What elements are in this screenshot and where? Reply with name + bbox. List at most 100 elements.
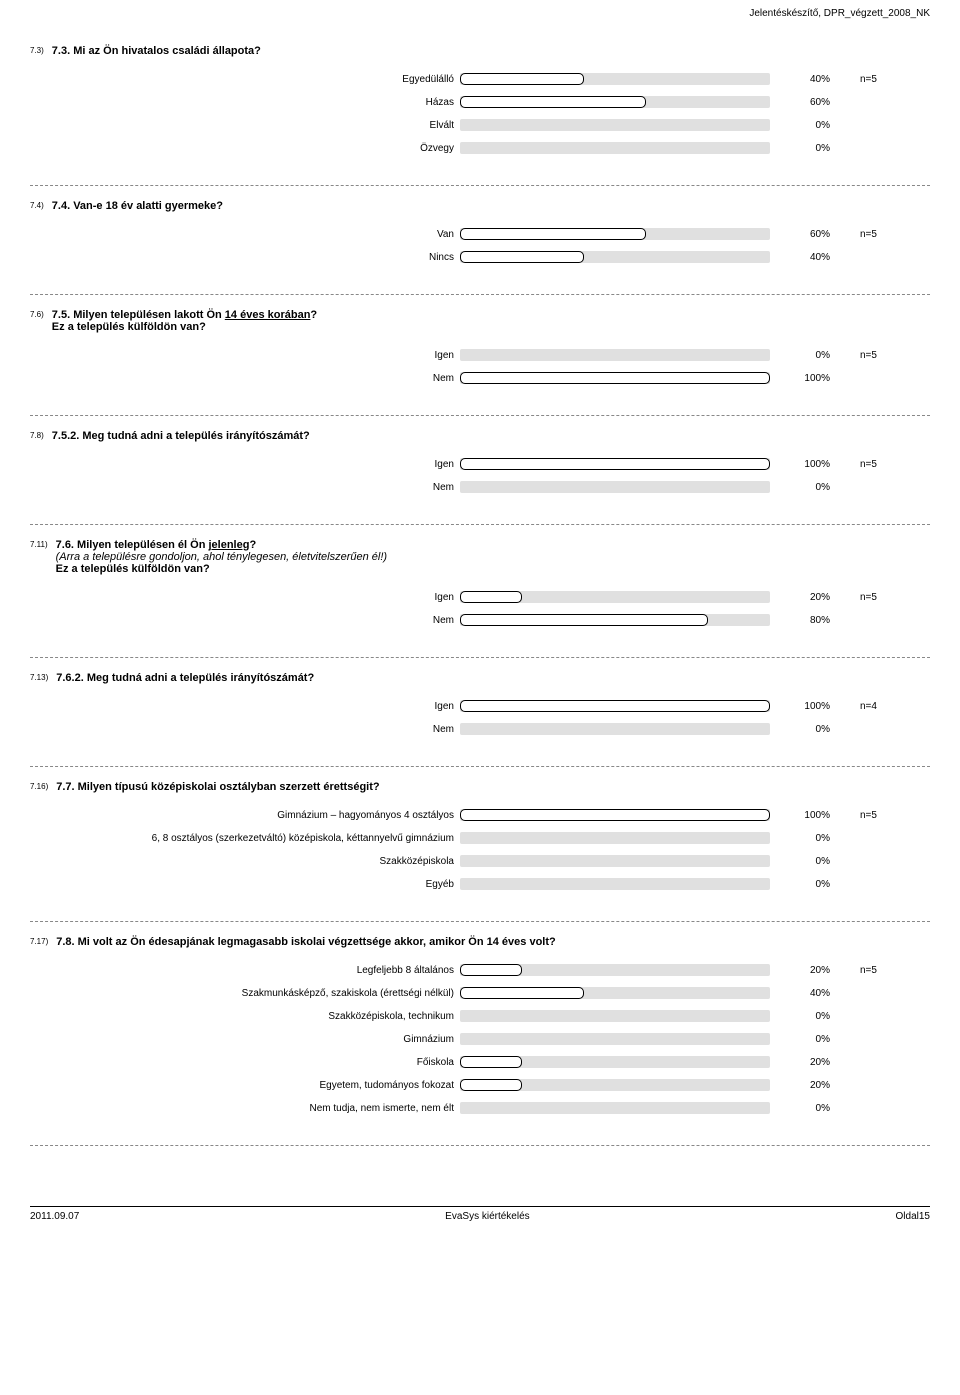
bar-fill [460,1056,522,1068]
bar-track [460,855,770,867]
question-text-wrap: 7.6. Milyen településen él Ön jelenleg?(… [56,539,387,575]
answer-row: Gimnázium – hagyományos 4 osztályos100%n… [30,807,930,823]
answer-percent: 20% [770,1080,830,1091]
answer-n: n=5 [830,459,880,470]
answer-n: n=5 [830,965,880,976]
footer-left: 2011.09.07 [30,1211,79,1222]
answer-row: Nem100% [30,370,930,386]
bar-fill [460,96,646,108]
bar-track [460,878,770,890]
bar-track [460,1010,770,1022]
answer-percent: 0% [770,1011,830,1022]
question-text: Mi volt az Ön édesapjának legmagasabb is… [78,936,556,948]
answer-row: Igen20%n=5 [30,589,930,605]
answer-label: Szakmunkásképző, szakiskola (érettségi n… [30,988,460,999]
answer-percent: 100% [770,459,830,470]
bar-fill [460,372,770,384]
answer-row: Özvegy0% [30,140,930,156]
answer-percent: 0% [770,1103,830,1114]
question-sup: 7.6) [30,309,44,319]
answer-label: Nem [30,724,460,735]
answer-row: Nincs40% [30,249,930,265]
question-text-wrap: 7.4. Van-e 18 év alatti gyermeke? [52,200,223,212]
answer-n: n=4 [830,701,880,712]
answer-label: Van [30,229,460,240]
bar-track [460,119,770,131]
answer-row: Főiskola20% [30,1054,930,1070]
bar-track [460,1033,770,1045]
answer-row: Egyedülálló40%n=5 [30,71,930,87]
answer-percent: 0% [770,724,830,735]
answer-row: 6, 8 osztályos (szerkezetváltó) középisk… [30,830,930,846]
bar-track [460,349,770,361]
answer-percent: 0% [770,120,830,131]
header-right: Jelentéskészítő, DPR_végzett_2008_NK [30,0,930,31]
bar-track [460,251,770,263]
answer-label: Gimnázium [30,1034,460,1045]
question-text-wrap: 7.5. Milyen településen lakott Ön 14 éve… [52,309,317,333]
answer-row: Gimnázium0% [30,1031,930,1047]
answer-row: Szakközépiskola, technikum 0% [30,1008,930,1024]
answer-label: Nincs [30,252,460,263]
questions-container: 7.3)7.3. Mi az Ön hivatalos családi álla… [30,31,930,1146]
answer-row: Van60%n=5 [30,226,930,242]
question-title-row: 7.6) 7.5. Milyen településen lakott Ön 14… [30,309,930,333]
answer-row: Nem0% [30,479,930,495]
question-text: Milyen településen lakott Ön 14 éves kor… [52,309,317,333]
question-sup: 7.17) [30,936,48,946]
answer-row: Legfeljebb 8 általános20%n=5 [30,962,930,978]
question-text: Milyen típusú középiskolai osztályban sz… [78,781,380,793]
answer-row: Igen100%n=4 [30,698,930,714]
answer-rows: Gimnázium – hagyományos 4 osztályos100%n… [30,807,930,892]
question-block: 7.13)7.6.2. Meg tudná adni a település i… [30,658,930,766]
answer-row: Egyetem, tudományos fokozat20% [30,1077,930,1093]
question-block: 7.17)7.8. Mi volt az Ön édesapjának legm… [30,922,930,1145]
question-sup: 7.4) [30,200,44,210]
question-number: 7.3. [52,45,73,57]
bar-track [460,832,770,844]
answer-percent: 20% [770,1057,830,1068]
answer-label: 6, 8 osztályos (szerkezetváltó) középisk… [30,833,460,844]
question-sup: 7.13) [30,672,48,682]
bar-track [460,73,770,85]
bar-track [460,987,770,999]
bar-fill [460,591,522,603]
answer-row: Nem80% [30,612,930,628]
answer-label: Nem tudja, nem ismerte, nem élt [30,1103,460,1114]
question-sup: 7.8) [30,430,44,440]
bar-track [460,809,770,821]
answer-label: Szakközépiskola, technikum [30,1011,460,1022]
footer-right: Oldal15 [896,1211,930,1222]
answer-label: Nem [30,373,460,384]
answer-label: Özvegy [30,143,460,154]
bar-track [460,458,770,470]
answer-n: n=5 [830,592,880,603]
question-text: Meg tudná adni a település irányítószámá… [82,430,309,442]
bar-track [460,591,770,603]
bar-fill [460,73,584,85]
bar-track [460,1056,770,1068]
bar-fill [460,964,522,976]
question-text: Mi az Ön hivatalos családi állapota? [73,45,261,57]
question-sup: 7.16) [30,781,48,791]
question-block: 7.16)7.7. Milyen típusú középiskolai osz… [30,767,930,921]
section-divider [30,1145,930,1146]
question-block: 7.3)7.3. Mi az Ön hivatalos családi álla… [30,31,930,185]
question-text: Meg tudná adni a település irányítószámá… [87,672,314,684]
question-title-row: 7.3)7.3. Mi az Ön hivatalos családi álla… [30,45,930,57]
answer-label: Egyéb [30,879,460,890]
bar-track [460,96,770,108]
answer-label: Legfeljebb 8 általános [30,965,460,976]
question-title-row: 7.13)7.6.2. Meg tudná adni a település i… [30,672,930,684]
answer-percent: 80% [770,615,830,626]
question-title-row: 7.16)7.7. Milyen típusú középiskolai osz… [30,781,930,793]
question-block: 7.8)7.5.2. Meg tudná adni a település ir… [30,416,930,524]
bar-track [460,372,770,384]
question-title-row: 7.11)7.6. Milyen településen él Ön jelen… [30,539,930,575]
answer-n: n=5 [830,350,880,361]
answer-percent: 40% [770,988,830,999]
bar-fill [460,1079,522,1091]
answer-row: Nem 0% [30,721,930,737]
page-footer: 2011.09.07 EvaSys kiértékelés Oldal15 [30,1206,930,1222]
answer-percent: 20% [770,592,830,603]
